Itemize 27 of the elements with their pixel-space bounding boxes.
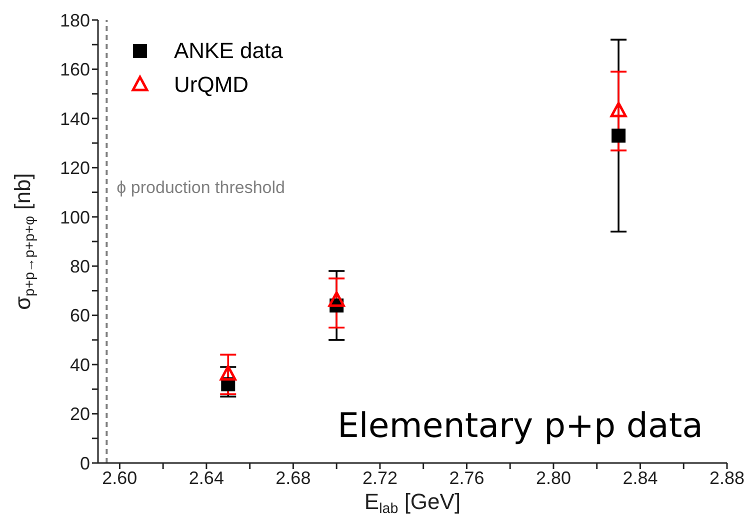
x-tick-label: 2.60 bbox=[102, 468, 138, 488]
point bbox=[612, 128, 626, 143]
x-tick-label: 2.84 bbox=[622, 468, 658, 488]
y-tick-label: 100 bbox=[60, 207, 90, 228]
y-tick-label: 20 bbox=[70, 404, 90, 424]
x-tick-label: 2.76 bbox=[449, 468, 484, 488]
y-tick-label: 160 bbox=[60, 60, 90, 80]
ref-line-label: ϕ production threshold bbox=[116, 178, 285, 197]
y-tick-label: 180 bbox=[60, 10, 90, 30]
y-tick-label: 80 bbox=[70, 256, 90, 276]
annotation: Elementary p+p data bbox=[337, 406, 703, 446]
legend-label: ANKE data bbox=[174, 38, 283, 64]
x-tick-label: 2.68 bbox=[276, 468, 311, 488]
point bbox=[220, 365, 236, 381]
x-tick-label: 2.80 bbox=[536, 468, 572, 488]
y-tick-label: 40 bbox=[70, 354, 90, 375]
x-tick-label: 2.88 bbox=[709, 468, 745, 488]
y-tick-label: 140 bbox=[60, 108, 90, 129]
y-tick-label: 60 bbox=[70, 306, 90, 326]
legend-label: UrQMD bbox=[174, 72, 249, 98]
x-axis-title: E$_{lab}$ [GeV] bbox=[364, 489, 461, 518]
y-tick-label: 0 bbox=[80, 453, 90, 474]
point bbox=[610, 102, 627, 118]
y-tick-label: 120 bbox=[60, 158, 90, 178]
x-tick-label: 2.72 bbox=[362, 468, 398, 488]
x-tick-label: 2.64 bbox=[188, 468, 224, 488]
point bbox=[328, 291, 345, 307]
